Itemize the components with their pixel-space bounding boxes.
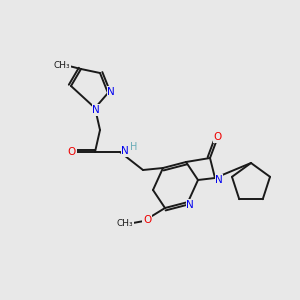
Text: N: N [92,105,100,115]
Text: N: N [186,200,194,210]
Text: O: O [214,132,222,142]
Text: N: N [215,175,223,185]
Text: CH₃: CH₃ [117,220,133,229]
Text: N: N [107,87,115,97]
Text: CH₃: CH₃ [54,61,70,70]
Text: O: O [68,147,76,157]
Text: N: N [121,146,129,156]
Text: H: H [130,142,138,152]
Text: O: O [143,215,151,225]
